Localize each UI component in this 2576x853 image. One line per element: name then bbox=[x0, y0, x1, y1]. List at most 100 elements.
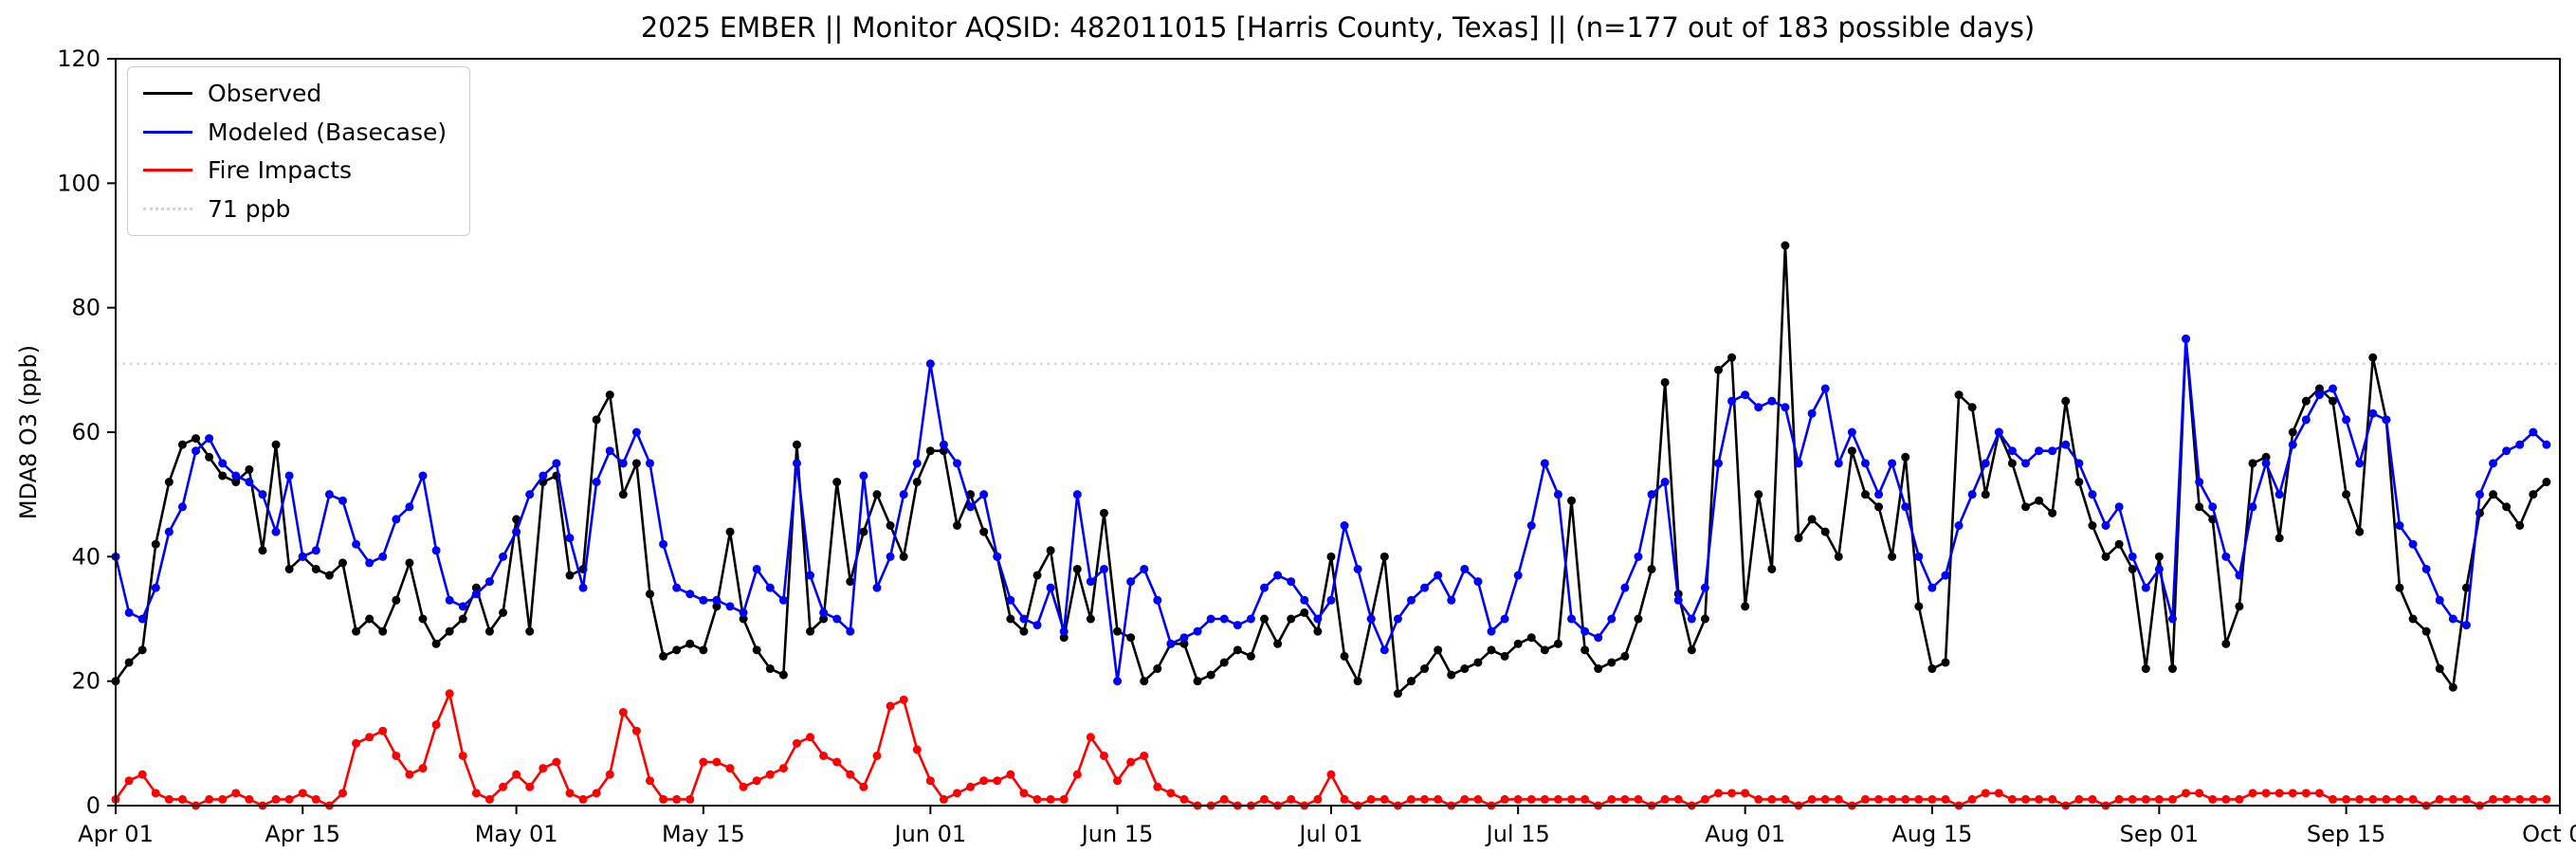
data-point bbox=[2329, 384, 2338, 393]
data-point bbox=[2248, 502, 2257, 512]
data-point bbox=[1526, 633, 1536, 643]
data-point bbox=[405, 770, 414, 779]
data-point bbox=[1620, 794, 1630, 804]
data-point bbox=[2515, 521, 2525, 530]
data-point bbox=[311, 794, 320, 804]
data-point bbox=[645, 459, 654, 468]
data-point bbox=[2154, 794, 2164, 804]
data-point bbox=[1594, 633, 1603, 643]
data-point bbox=[725, 764, 735, 773]
data-point bbox=[1941, 658, 1950, 667]
data-point bbox=[1086, 614, 1095, 624]
data-point bbox=[1046, 794, 1055, 804]
data-point bbox=[1059, 633, 1069, 643]
data-point bbox=[2141, 794, 2150, 804]
data-point bbox=[2382, 794, 2391, 804]
data-point bbox=[352, 539, 361, 549]
data-point bbox=[953, 789, 962, 798]
data-point bbox=[1540, 645, 1549, 655]
data-point bbox=[1273, 639, 1283, 648]
data-point bbox=[712, 757, 722, 767]
data-point bbox=[925, 776, 935, 786]
data-point bbox=[1219, 658, 1229, 667]
series-markers-fire-impacts bbox=[111, 689, 2551, 810]
data-point bbox=[1193, 626, 1202, 636]
data-point bbox=[1914, 602, 1924, 611]
data-point bbox=[1072, 564, 1082, 573]
data-point bbox=[1500, 651, 1509, 661]
data-point bbox=[2114, 502, 2124, 512]
legend: Observed Modeled (Basecase) Fire Impacts… bbox=[127, 66, 471, 236]
data-point bbox=[311, 564, 320, 573]
data-point bbox=[2461, 583, 2471, 592]
data-point bbox=[1260, 614, 1270, 624]
threshold-dotted-line-sample-icon bbox=[143, 207, 192, 210]
data-point bbox=[939, 794, 948, 804]
data-point bbox=[1567, 794, 1577, 804]
data-point bbox=[1901, 502, 1910, 512]
data-point bbox=[806, 571, 815, 580]
legend-item-fire-impacts: Fire Impacts bbox=[143, 157, 447, 184]
data-point bbox=[912, 745, 922, 754]
data-point bbox=[1700, 614, 1709, 624]
data-point bbox=[1767, 396, 1777, 406]
data-point bbox=[1634, 794, 1643, 804]
data-point bbox=[2515, 794, 2525, 804]
data-point bbox=[1353, 677, 1362, 686]
data-point bbox=[792, 738, 801, 748]
data-point bbox=[1219, 614, 1229, 624]
data-point bbox=[618, 708, 628, 717]
x-tick-label: May 15 bbox=[662, 821, 745, 847]
data-point bbox=[778, 595, 788, 605]
data-point bbox=[205, 434, 214, 444]
data-point bbox=[1807, 408, 1817, 418]
data-point bbox=[1767, 794, 1777, 804]
data-point bbox=[1166, 639, 1176, 648]
data-point bbox=[1888, 794, 1897, 804]
data-point bbox=[966, 782, 976, 791]
data-point bbox=[1914, 794, 1924, 804]
data-point bbox=[1006, 595, 1015, 605]
y-tick-label: 20 bbox=[71, 668, 100, 695]
data-point bbox=[1874, 502, 1884, 512]
data-point bbox=[2195, 478, 2204, 487]
data-point bbox=[2141, 664, 2150, 674]
data-point bbox=[1379, 794, 1389, 804]
data-point bbox=[2088, 490, 2097, 499]
data-point bbox=[1019, 789, 1029, 798]
data-point bbox=[685, 590, 695, 599]
data-point bbox=[846, 577, 855, 587]
data-point bbox=[1447, 670, 1456, 680]
data-point bbox=[298, 552, 307, 561]
data-point bbox=[1206, 670, 1215, 680]
data-point bbox=[2061, 440, 2071, 449]
data-point bbox=[2342, 490, 2351, 499]
data-point bbox=[631, 459, 641, 468]
data-point bbox=[765, 770, 775, 779]
data-point bbox=[806, 733, 815, 742]
data-point bbox=[1406, 595, 1416, 605]
data-point bbox=[418, 471, 428, 481]
modeled-line-sample-icon bbox=[143, 130, 192, 134]
data-point bbox=[378, 552, 388, 561]
data-point bbox=[124, 608, 134, 617]
data-point bbox=[1032, 794, 1042, 804]
data-point bbox=[1032, 621, 1042, 630]
data-point bbox=[1741, 602, 1750, 611]
data-point bbox=[2342, 794, 2351, 804]
data-point bbox=[645, 590, 654, 599]
data-point bbox=[2182, 789, 2191, 798]
data-point bbox=[1954, 390, 1964, 400]
data-point bbox=[1767, 564, 1777, 573]
data-point bbox=[1967, 490, 1977, 499]
data-point bbox=[1086, 577, 1095, 587]
data-point bbox=[1553, 794, 1562, 804]
data-point bbox=[846, 626, 855, 636]
data-point bbox=[2114, 794, 2124, 804]
data-point bbox=[1019, 626, 1029, 636]
data-point bbox=[2408, 614, 2418, 624]
data-point bbox=[2395, 521, 2404, 530]
data-point bbox=[1660, 478, 1670, 487]
data-point bbox=[886, 521, 895, 530]
